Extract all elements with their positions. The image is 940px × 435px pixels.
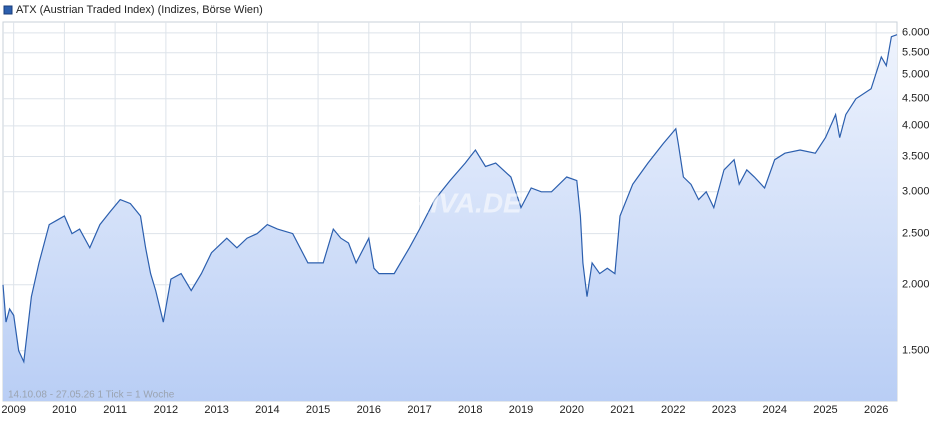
x-tick-label: 2014	[255, 404, 279, 416]
x-tick-label: 2009	[1, 404, 25, 416]
line	[2, 34, 898, 364]
chart-title: ATX (Austrian Traded Index) (Indizes, Bö…	[16, 4, 263, 16]
y-tick-label: 3.500	[902, 150, 930, 162]
x-tick-label: 2022	[661, 404, 685, 416]
x-tick-label: 2012	[154, 404, 178, 416]
x-tick-label: 2011	[103, 404, 127, 416]
x-tick-label: 2024	[762, 404, 786, 416]
x-tick-label: 2020	[560, 404, 584, 416]
x-tick-label: 2017	[407, 404, 431, 416]
legend-swatch	[3, 5, 13, 15]
x-tick-label: 2013	[204, 404, 228, 416]
y-tick-label: 5.500	[902, 47, 930, 59]
y-tick-label: 6.000	[902, 27, 930, 39]
x-tick-label: 2026	[864, 404, 888, 416]
x-tick-label: 2021	[610, 404, 634, 416]
y-tick-label: 4.500	[902, 93, 930, 105]
y-tick-label: 2.500	[902, 228, 930, 240]
x-tick-label: 2015	[306, 404, 330, 416]
x-tick-label: 2023	[712, 404, 736, 416]
watermark: ARIVA.DE	[389, 187, 523, 218]
x-tick-label: 2010	[52, 404, 76, 416]
y-tick-label: 5.000	[902, 69, 930, 81]
x-tick-label: 2019	[509, 404, 533, 416]
x-tick-label: 2016	[357, 404, 381, 416]
subtitle: 14.10.08 - 27.05.26 1 Tick = 1 Woche	[8, 390, 175, 401]
y-tick-label: 1.500	[902, 345, 930, 357]
y-tick-label: 4.000	[902, 120, 930, 132]
area	[3, 34, 897, 401]
y-tick-label: 2.000	[902, 279, 930, 291]
x-tick-label: 2025	[813, 404, 837, 416]
y-tick-label: 3.000	[902, 186, 930, 198]
x-tick-label: 2018	[458, 404, 482, 416]
